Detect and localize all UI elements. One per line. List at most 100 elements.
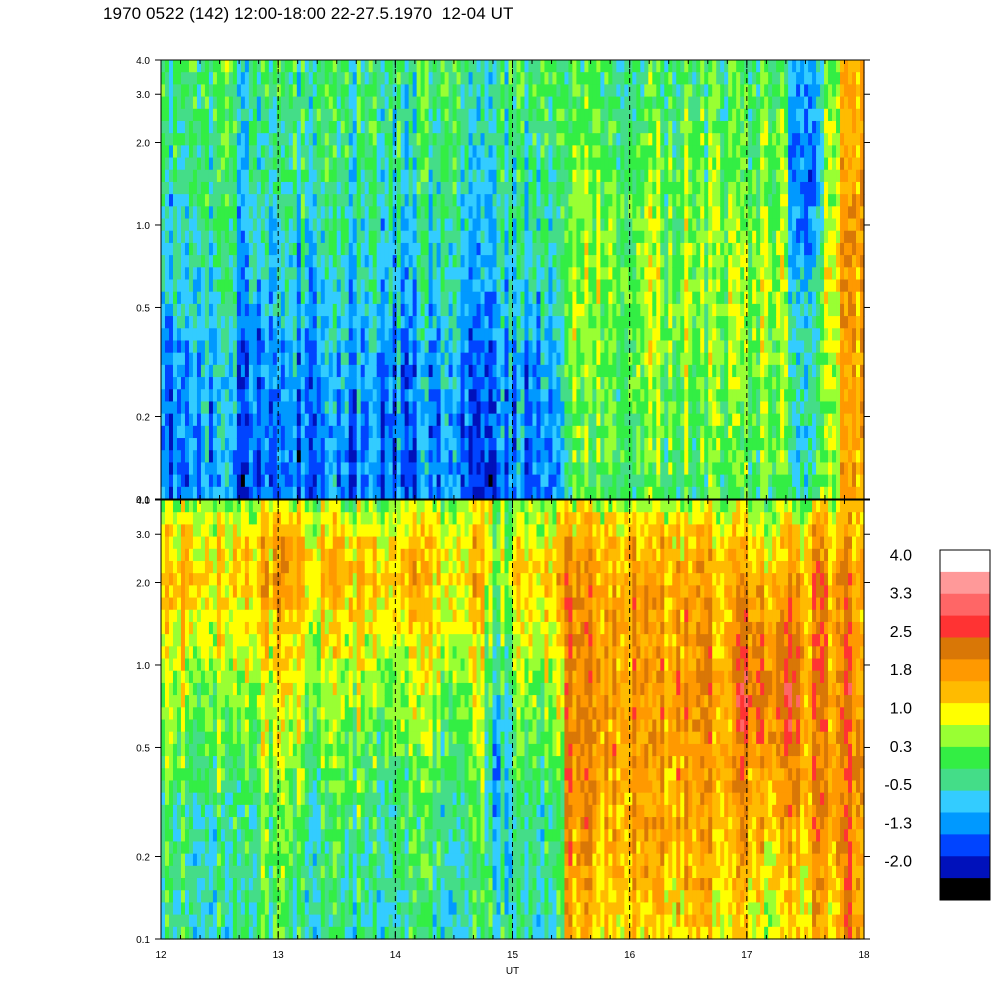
heatmap-cell xyxy=(540,364,546,378)
heatmap-cell xyxy=(428,255,434,268)
heatmap-cell xyxy=(288,377,294,390)
heatmap-cell xyxy=(324,169,330,183)
heatmap-cell xyxy=(264,169,270,183)
heatmap-cell xyxy=(460,462,466,476)
heatmap-cell xyxy=(376,120,382,134)
heatmap-cell xyxy=(640,377,645,390)
heatmap-cell xyxy=(624,377,629,390)
heatmap-cell xyxy=(384,206,390,220)
heatmap-cell xyxy=(332,450,338,464)
heatmap-cell xyxy=(492,377,498,390)
heatmap-cell xyxy=(556,377,562,390)
heatmap-cell xyxy=(508,206,514,220)
heatmap-cell xyxy=(344,328,350,342)
heatmap-cell xyxy=(464,230,470,244)
heatmap-cell xyxy=(620,462,625,476)
heatmap-cell xyxy=(244,267,250,281)
heatmap-cell xyxy=(632,194,637,207)
heatmap-cell xyxy=(496,340,502,354)
heatmap-cell xyxy=(628,96,633,110)
heatmap-cell xyxy=(161,194,166,207)
heatmap-cell xyxy=(320,352,326,366)
heatmap-cell xyxy=(180,462,186,476)
heatmap-cell xyxy=(252,206,258,220)
heatmap-cell xyxy=(396,255,402,268)
heatmap-cell xyxy=(272,401,278,415)
heatmap-cell xyxy=(368,120,374,134)
heatmap-cell xyxy=(380,108,386,122)
heatmap-cell xyxy=(712,157,717,171)
heatmap-cell xyxy=(580,425,585,439)
heatmap-cell xyxy=(180,169,186,183)
heatmap-cell xyxy=(240,279,246,293)
heatmap-cell xyxy=(540,438,546,451)
heatmap-cell xyxy=(592,206,597,220)
heatmap-cell xyxy=(300,242,306,256)
heatmap-cell xyxy=(180,230,186,244)
heatmap-cell xyxy=(448,145,454,159)
heatmap-cell xyxy=(240,401,246,415)
heatmap-cell xyxy=(232,72,238,85)
heatmap-cell xyxy=(200,328,206,342)
heatmap-cell xyxy=(200,450,206,464)
heatmap-cell xyxy=(288,316,294,329)
heatmap-cell xyxy=(204,133,210,146)
heatmap-cell xyxy=(328,377,334,390)
heatmap-cell xyxy=(256,474,262,488)
heatmap-cell xyxy=(440,413,446,427)
heatmap-cell xyxy=(432,206,438,220)
heatmap-cell xyxy=(224,194,230,207)
heatmap-cell xyxy=(212,157,218,171)
heatmap-cell xyxy=(656,267,661,281)
heatmap-cell xyxy=(688,352,693,366)
heatmap-cell xyxy=(612,133,617,146)
heatmap-cell xyxy=(624,194,629,207)
heatmap-cell xyxy=(648,291,653,305)
heatmap-cell xyxy=(372,181,378,195)
heatmap-cell xyxy=(304,401,310,415)
heatmap-cell xyxy=(204,72,210,85)
heatmap-cell xyxy=(512,474,518,488)
heatmap-cell xyxy=(544,194,550,207)
heatmap-cell xyxy=(656,157,661,171)
heatmap-cell xyxy=(592,291,597,305)
heatmap-cell xyxy=(452,206,458,220)
heatmap-cell xyxy=(572,242,577,256)
heatmap-cell xyxy=(172,120,178,134)
heatmap-cell xyxy=(516,352,522,366)
heatmap-cell xyxy=(540,206,546,220)
heatmap-cell xyxy=(368,303,374,317)
heatmap-cell xyxy=(540,230,546,244)
heatmap-cell xyxy=(680,450,685,464)
heatmap-cell xyxy=(292,279,298,293)
heatmap-cell xyxy=(568,267,574,281)
heatmap-cell xyxy=(524,145,530,159)
heatmap-cell xyxy=(252,450,258,464)
heatmap-cell xyxy=(188,157,194,171)
heatmap-cell xyxy=(388,255,394,268)
heatmap-cell xyxy=(388,145,394,159)
heatmap-cell xyxy=(512,377,518,390)
heatmap-cell xyxy=(232,84,238,98)
heatmap-cell xyxy=(340,291,346,305)
heatmap-cell xyxy=(688,450,693,464)
heatmap-cell xyxy=(668,267,673,281)
heatmap-cell xyxy=(608,267,613,281)
heatmap-cell xyxy=(688,72,693,85)
heatmap-cell xyxy=(580,316,585,329)
heatmap-cell xyxy=(308,474,314,488)
heatmap-cell xyxy=(452,181,458,195)
heatmap-cell xyxy=(472,291,478,305)
heatmap-cell xyxy=(664,279,669,293)
heatmap-cell xyxy=(408,267,414,281)
heatmap-cell xyxy=(252,364,258,378)
heatmap-cell xyxy=(328,303,334,317)
heatmap-cell xyxy=(524,169,530,183)
heatmap-cell xyxy=(272,438,278,451)
heatmap-cell xyxy=(216,303,222,317)
heatmap-cell xyxy=(380,194,386,207)
heatmap-cell xyxy=(476,316,482,329)
heatmap-cell xyxy=(232,267,238,281)
heatmap-cell xyxy=(272,206,278,220)
heatmap-cell xyxy=(624,84,629,98)
